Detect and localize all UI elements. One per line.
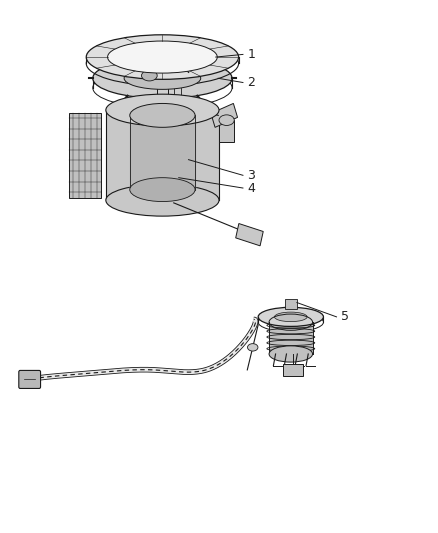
- Bar: [283, 364, 304, 376]
- Ellipse shape: [141, 70, 157, 81]
- FancyBboxPatch shape: [106, 110, 219, 200]
- Ellipse shape: [106, 94, 219, 126]
- Ellipse shape: [130, 177, 195, 201]
- Ellipse shape: [275, 312, 307, 321]
- Text: 3: 3: [247, 169, 255, 182]
- Ellipse shape: [258, 308, 323, 326]
- Polygon shape: [211, 103, 237, 127]
- Bar: [285, 300, 297, 309]
- Bar: [219, 120, 234, 142]
- Ellipse shape: [124, 67, 201, 90]
- Text: 4: 4: [247, 182, 255, 195]
- Ellipse shape: [247, 344, 258, 351]
- Ellipse shape: [93, 58, 232, 99]
- Ellipse shape: [108, 41, 217, 73]
- Polygon shape: [236, 223, 263, 246]
- Ellipse shape: [106, 184, 219, 216]
- Ellipse shape: [219, 115, 234, 125]
- FancyBboxPatch shape: [19, 370, 41, 389]
- Text: 1: 1: [247, 48, 255, 61]
- FancyBboxPatch shape: [269, 322, 313, 354]
- Text: 2: 2: [247, 76, 255, 89]
- Ellipse shape: [269, 346, 313, 362]
- Ellipse shape: [86, 35, 239, 79]
- Ellipse shape: [130, 103, 195, 127]
- Text: 5: 5: [341, 310, 349, 324]
- Bar: [69, 113, 102, 198]
